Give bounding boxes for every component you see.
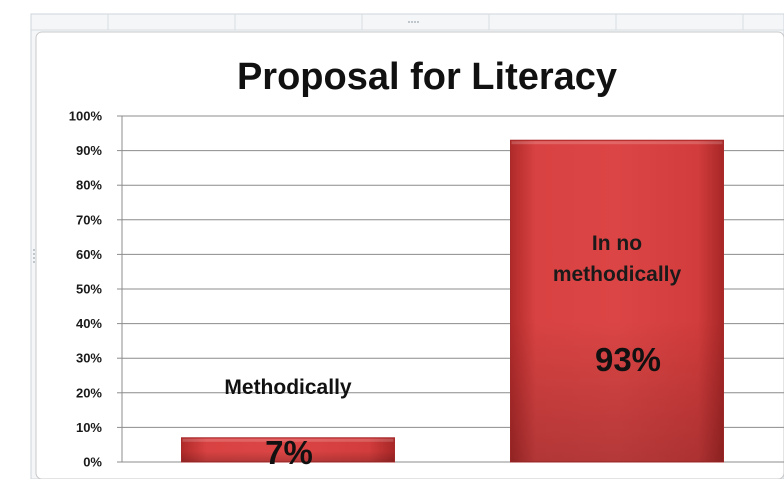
data-label: 93% [595,341,661,378]
y-axis: 0% 10% 20% 30% 40% 50% 60% 70% 80% 90% 100% [69,109,103,470]
y-tick-label: 60% [76,247,102,262]
y-tick-label: 40% [76,316,102,331]
resize-handle-top[interactable] [408,21,419,23]
category-label: Methodically [224,376,352,399]
bar-shade [181,437,395,462]
bars [181,139,724,463]
y-tick-label: 50% [76,282,102,297]
y-tick-label: 0% [83,455,102,470]
data-label: 7% [265,434,313,471]
bar-labels: Methodically In no methodically 7% 93% [224,232,681,471]
resize-handle-left[interactable] [33,249,35,263]
category-label: In no methodically [553,232,682,286]
chart-title: Proposal for Literacy [237,56,617,98]
y-tick-label: 100% [69,109,103,124]
y-tick-label: 10% [76,420,102,435]
bar-highlight [511,141,723,145]
y-tick-label: 20% [76,385,102,400]
y-tick-label: 30% [76,351,102,366]
y-tick-label: 80% [76,178,102,193]
bar-highlight [182,438,394,442]
y-tick-label: 90% [76,143,102,158]
bar-shade [510,140,724,462]
y-tick-label: 70% [76,212,102,227]
